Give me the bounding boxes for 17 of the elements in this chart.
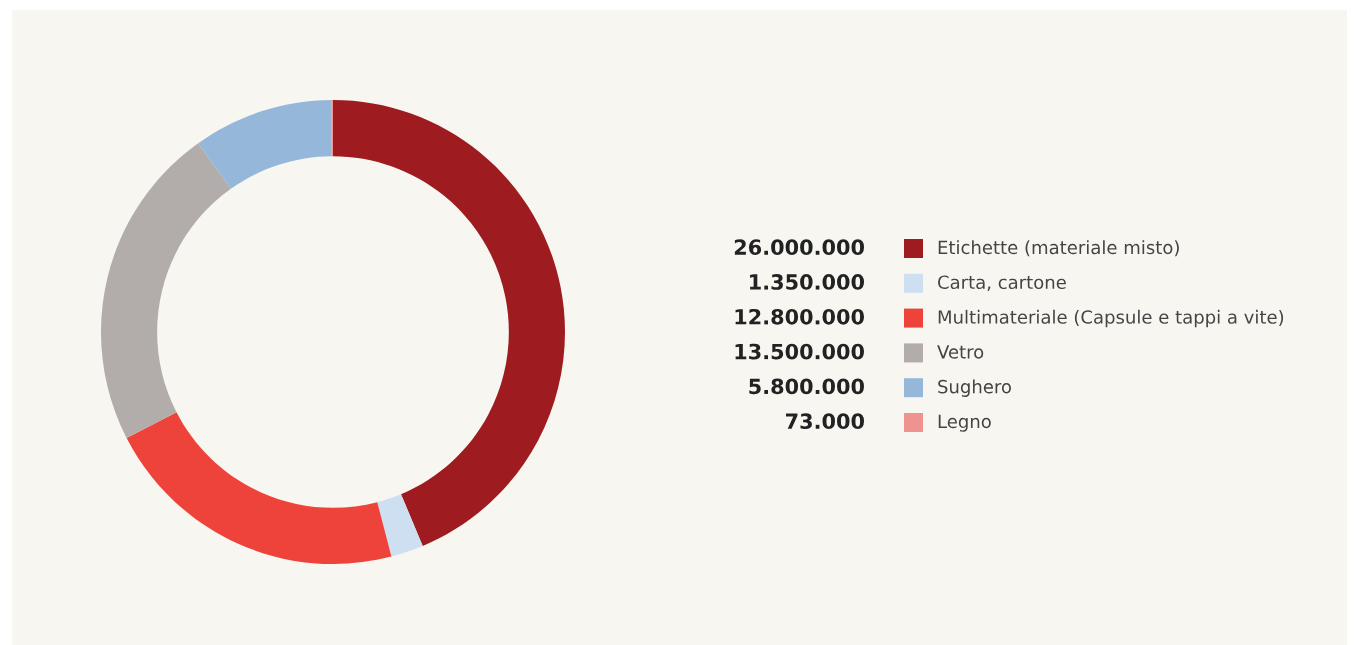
data-label: 26.000.000 (734, 239, 865, 256)
data-label: 1.350.000 (750, 274, 865, 290)
legend-label: Carta, cartone (938, 275, 1066, 291)
donut-slice (101, 143, 231, 438)
donut-slice (126, 412, 392, 564)
donut-slice (333, 100, 565, 546)
data-label: 73.000 (786, 413, 865, 430)
legend-label: Etichette (materiale misto) (938, 240, 1179, 257)
donut-slice (198, 100, 332, 189)
legend-label: Vetro (937, 345, 984, 359)
donut-slice (377, 494, 423, 557)
data-label: 5.800.000 (749, 378, 865, 395)
data-label: 13.500.000 (735, 343, 865, 360)
legend-label: Sughero (938, 379, 1011, 397)
data-label: 12.800.000 (735, 308, 865, 325)
legend-label: Legno (938, 414, 991, 432)
legend-label: Multimateriale (Capsule e tappi a vite) (938, 309, 1284, 328)
